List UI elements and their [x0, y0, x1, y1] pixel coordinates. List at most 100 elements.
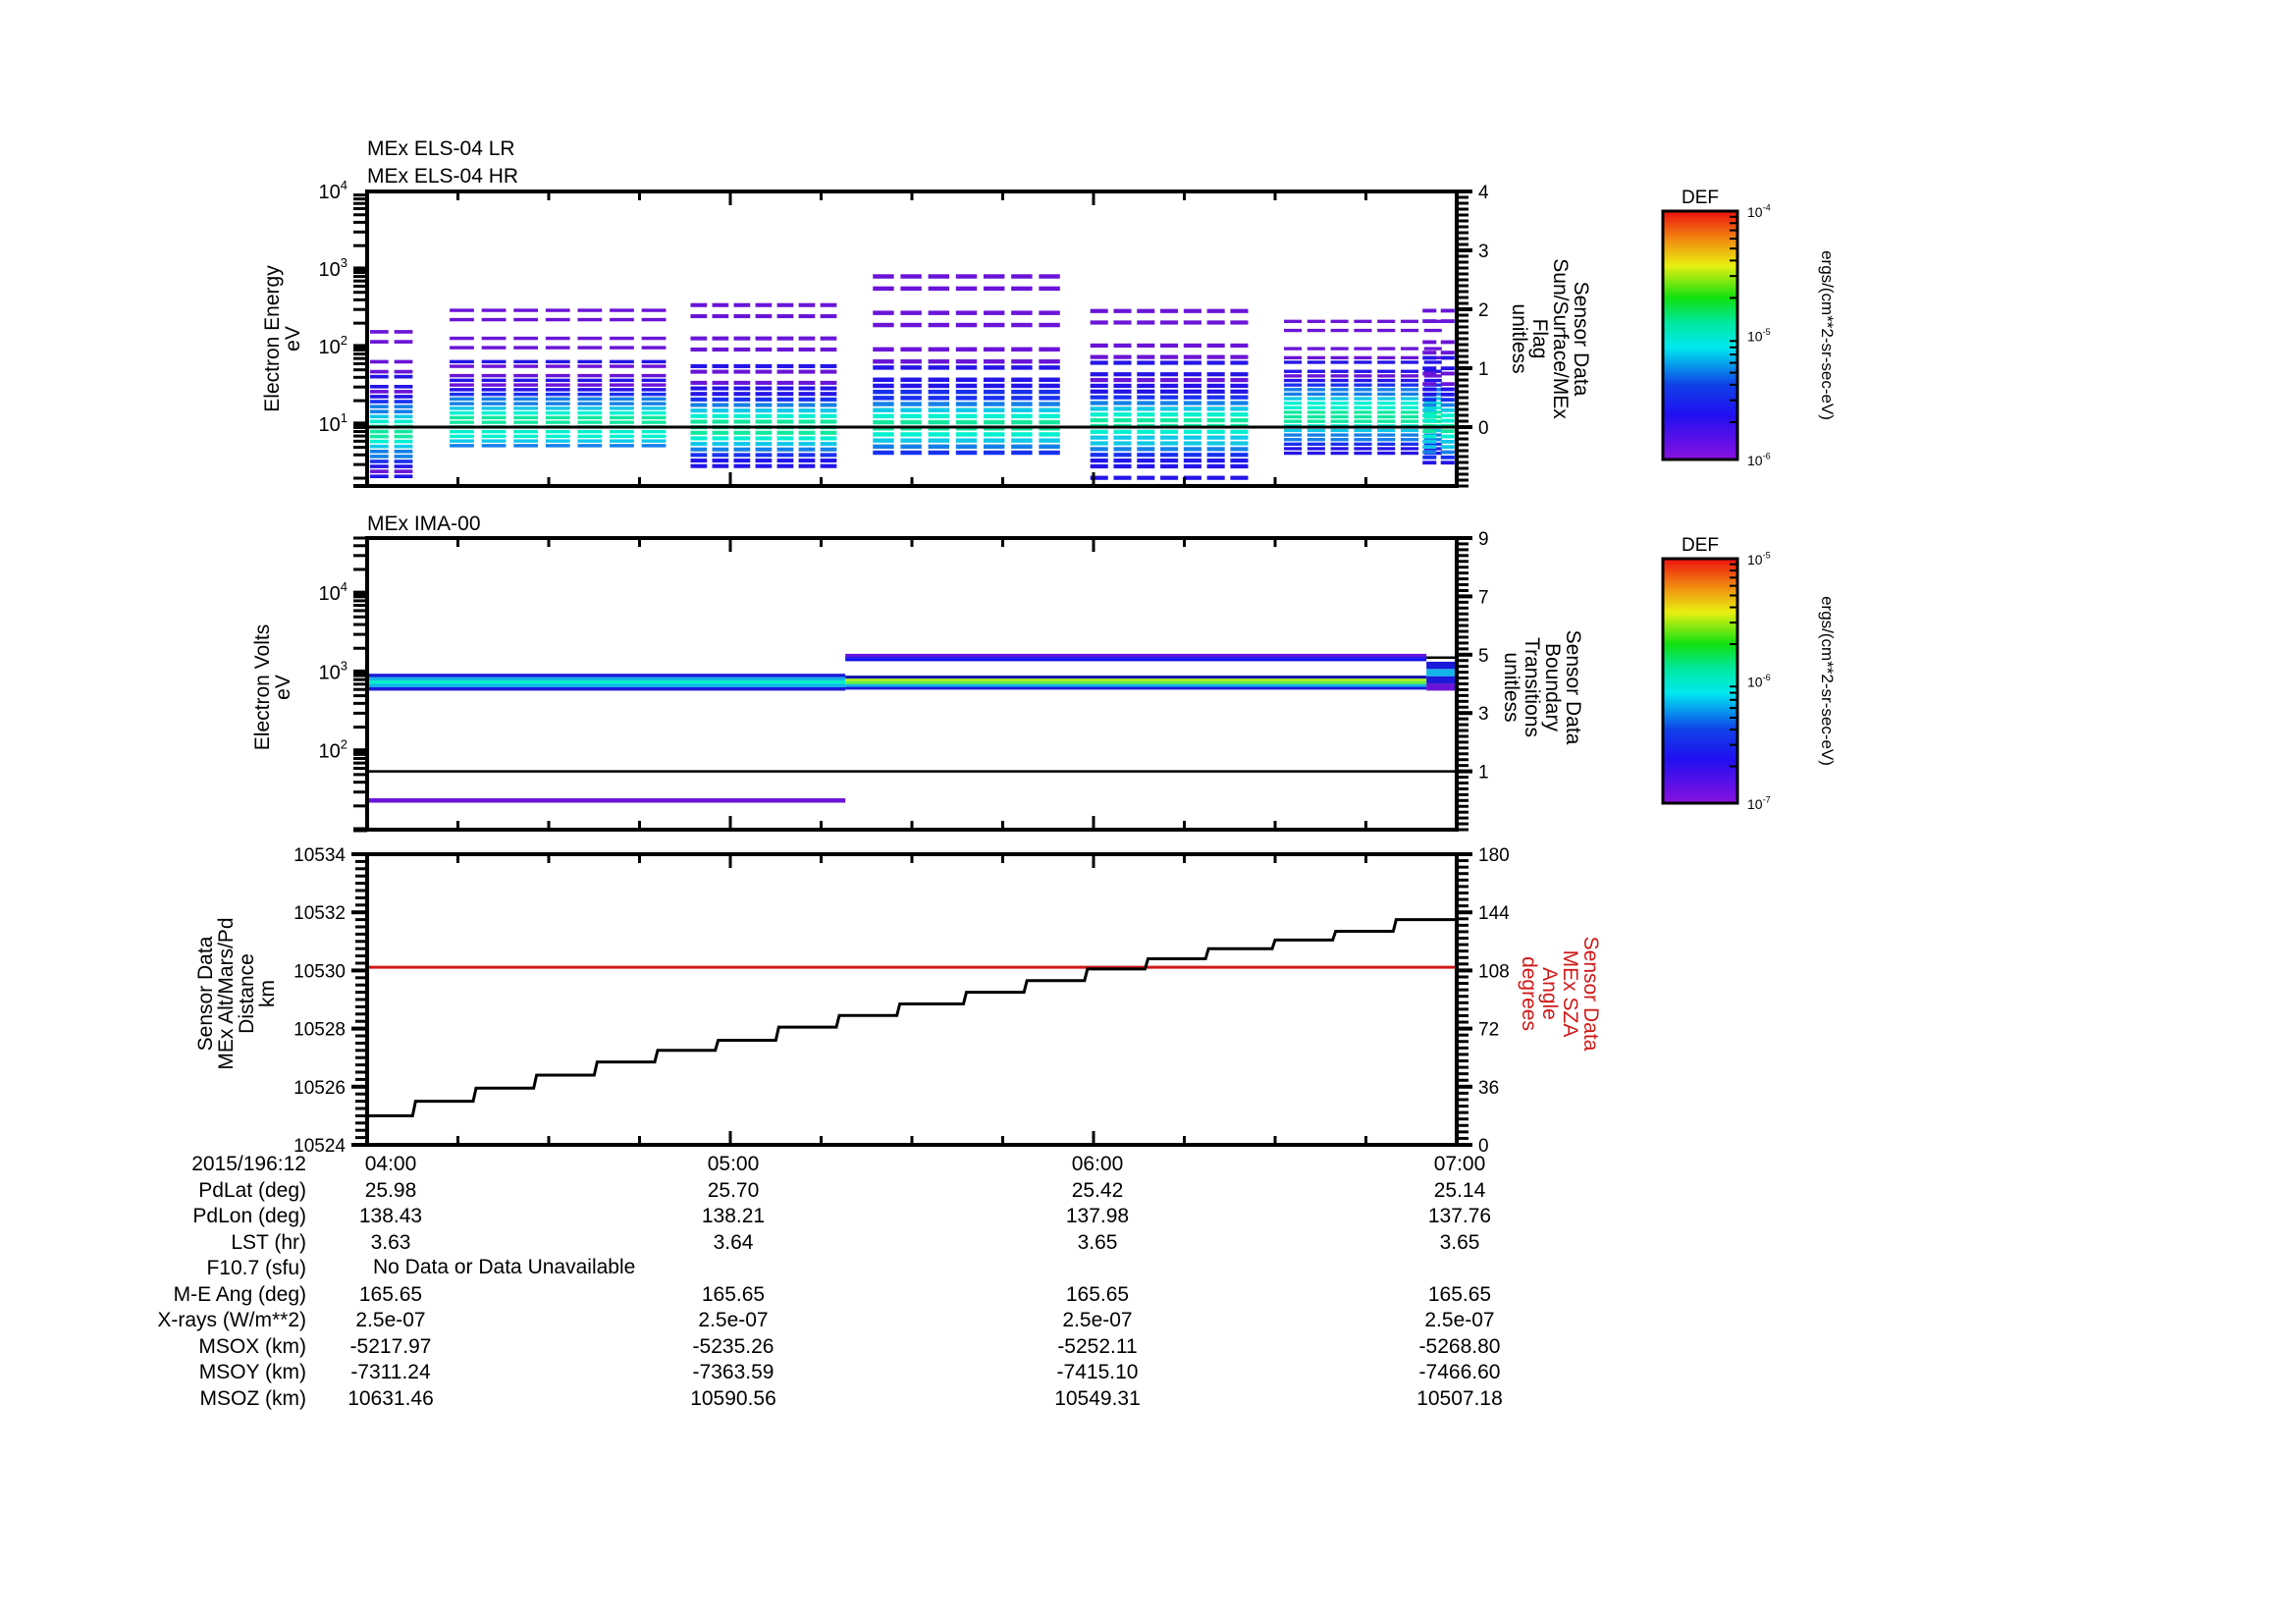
spectrogram-cell [1011, 444, 1033, 450]
spectrogram-cell [733, 336, 751, 341]
spectrogram-cell [1422, 319, 1437, 324]
spectrogram-cell [755, 336, 773, 341]
spectrogram-cell [1422, 429, 1437, 434]
spectrogram-cell [1206, 389, 1225, 394]
spectrogram-cell [1330, 378, 1349, 383]
spectrogram-cell [577, 373, 603, 378]
spectrogram-cell [755, 447, 773, 452]
spectrogram-cell [1206, 354, 1225, 359]
spectrogram-cell [1307, 401, 1325, 406]
spectrogram-cell [394, 449, 413, 454]
spectrogram-cell [545, 359, 570, 364]
spectrogram-cell [610, 346, 634, 350]
spectrogram-cell [1422, 403, 1437, 407]
spectrogram-cell [369, 395, 389, 399]
spectrogram-cell [776, 386, 794, 391]
spectrogram-cell [1137, 389, 1155, 394]
spectrogram-cell [900, 450, 922, 456]
ephemeris-value: 25.42 [1071, 1178, 1124, 1202]
spectrogram-cell [1284, 378, 1303, 383]
spectrogram-cell [545, 388, 570, 392]
spectrogram-cell [798, 363, 816, 368]
spectrogram-cell [450, 434, 474, 439]
spectrogram-cell [1039, 407, 1060, 412]
spectrogram-cell [983, 310, 1005, 315]
spectrogram-cell [1440, 308, 1455, 313]
spectrogram-cell [1330, 419, 1349, 423]
spectrogram-cell [1206, 412, 1225, 417]
spectrogram-cell [1284, 401, 1303, 406]
spectrogram-cell [1377, 374, 1396, 378]
spectrogram-cell [610, 402, 634, 406]
spectrogram-cell [733, 463, 751, 468]
spectrogram-cell [755, 463, 773, 468]
spectrogram-cell [481, 420, 507, 424]
spectrogram-cell [733, 347, 751, 352]
spectrogram-cell [450, 415, 474, 420]
spectrogram-cell [577, 406, 603, 410]
spectrogram-cell [641, 429, 667, 434]
spectrogram-cell [900, 358, 922, 364]
spectrogram-cell [955, 310, 978, 315]
spectrogram-cell [545, 420, 570, 424]
spectrogram-cell [1354, 433, 1372, 437]
spectrogram-cell [820, 436, 837, 441]
right-tick-label: 108 [1478, 961, 1510, 982]
spectrogram-cell [1423, 406, 1442, 409]
spectrogram-cell [928, 402, 950, 406]
spectrogram-cell [513, 317, 539, 322]
spectrogram-cell [1307, 383, 1325, 387]
spectrogram-cell [1183, 383, 1201, 389]
ima-band [1426, 669, 1457, 676]
spectrogram-cell [690, 386, 708, 391]
spectrogram-cell [690, 369, 708, 374]
ephemeris-value: 06:00 [1071, 1153, 1124, 1175]
ephemeris-value: 3.63 [370, 1230, 411, 1254]
spectrogram-cell [798, 392, 816, 397]
spectrogram-cell [1039, 377, 1060, 382]
spectrogram-cell [1354, 374, 1372, 378]
spectrogram-cell [1113, 354, 1132, 359]
spectrogram-cell [1400, 328, 1419, 333]
spectrogram-cell [1011, 396, 1033, 401]
spectrogram-cell [755, 302, 773, 307]
spectrogram-cell [755, 419, 773, 424]
spectrogram-cell [1137, 412, 1155, 417]
spectrogram-cell [1039, 450, 1060, 456]
spectrogram-cell [545, 308, 570, 312]
spectrogram-cell [1090, 463, 1108, 469]
spectrogram-cell [1011, 383, 1033, 389]
spectrogram-cell [712, 386, 729, 391]
spectrogram-cell [394, 419, 413, 424]
spectrogram-cell [1011, 347, 1033, 352]
spectrogram-cell [1307, 406, 1325, 409]
spectrogram-cell [928, 322, 950, 328]
spectrogram-cell [928, 347, 950, 352]
spectrogram-cell [873, 377, 894, 382]
spectrogram-cell [545, 383, 570, 387]
spectrogram-cell [798, 314, 816, 319]
spectrogram-cell [1230, 395, 1249, 400]
spectrogram-cell [1090, 401, 1108, 406]
spectrogram-cell [733, 436, 751, 441]
ephemeris-value: 137.76 [1427, 1205, 1492, 1227]
spectrogram-cell [610, 388, 634, 392]
spectrogram-cell [577, 388, 603, 392]
spectrogram-cell [513, 410, 539, 415]
spectrogram-cell [513, 434, 539, 439]
spectrogram-cell [1284, 451, 1303, 456]
spectrogram-cell [1230, 389, 1249, 394]
spectrogram-cell [1377, 419, 1396, 423]
spectrogram-cell [1206, 377, 1225, 383]
spectrogram-cell [1230, 372, 1249, 377]
spectrogram-cell [1440, 413, 1455, 418]
spectrogram-cell [1206, 308, 1225, 313]
spectrogram-cell [610, 429, 634, 434]
spectrogram-cell [755, 453, 773, 458]
spectrogram-cell [1422, 382, 1437, 387]
spectrogram-cell [1440, 407, 1455, 412]
spectrogram-cell [928, 419, 950, 425]
spectrogram-cell [1330, 374, 1349, 378]
spectrogram-cell [450, 444, 474, 448]
spectrogram-cell [1206, 360, 1225, 365]
